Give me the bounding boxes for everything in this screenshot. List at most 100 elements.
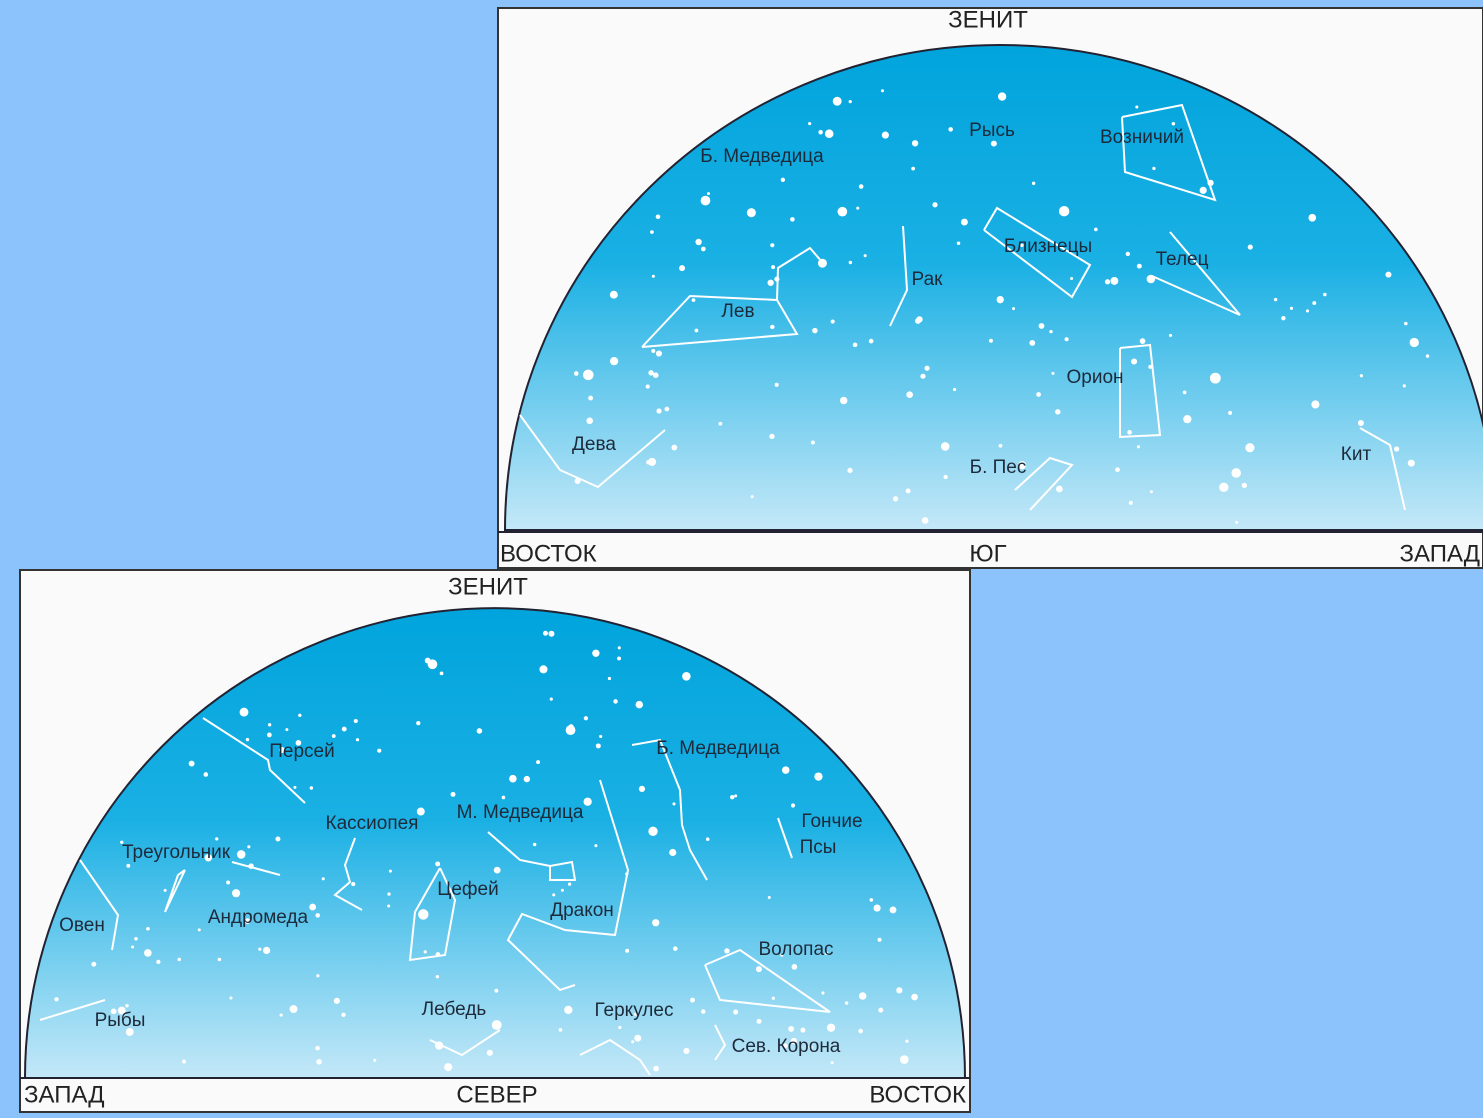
star [586,417,594,425]
star [655,214,661,220]
star [652,372,659,379]
star [1219,482,1229,492]
star [1241,482,1248,489]
constellation-label: Овен [59,915,105,936]
star [824,951,829,956]
star [188,760,195,767]
star [837,206,848,217]
star [1018,461,1027,470]
sky-dome [503,44,1483,531]
star [812,327,818,334]
star [858,1028,863,1034]
star [321,877,325,881]
star [309,786,314,790]
star [655,350,662,357]
star [1036,392,1041,397]
star [316,974,320,978]
star [906,391,913,399]
constellation-label: Персей [269,741,334,762]
star [1425,354,1430,358]
star [427,659,438,670]
star [275,836,281,842]
star [948,127,953,132]
star [110,1008,117,1015]
star [780,953,784,957]
star [387,904,391,908]
star [863,254,867,258]
star [1207,179,1214,187]
star [125,1028,134,1036]
star [1049,329,1053,334]
star [117,1006,126,1015]
star [204,854,213,862]
star [298,713,302,718]
star [560,888,564,892]
star [808,122,812,126]
star [573,371,579,376]
star [672,802,676,806]
star [788,1025,795,1032]
star [858,184,864,189]
star [592,649,600,657]
star [848,100,852,104]
star [1139,338,1146,344]
star [1055,409,1061,415]
star [423,950,427,954]
star [609,357,619,366]
star [826,1023,836,1032]
star [1135,105,1139,109]
star [387,892,391,896]
star [790,217,795,222]
constellation-label: Б. Медведица [700,146,824,167]
star [236,850,246,859]
star [651,274,655,278]
star [239,707,249,717]
star [650,230,654,234]
star [905,488,911,494]
star [549,697,553,701]
star [844,1001,849,1005]
star [315,913,321,918]
star [1136,445,1141,449]
constellation-label: Андромеда [208,907,309,928]
star [1199,186,1207,194]
star [690,997,695,1003]
star [1235,520,1239,524]
star [790,1037,798,1045]
star [790,803,796,808]
star [877,937,882,942]
constellation-label: Телец [1155,249,1208,270]
star [373,1058,377,1062]
star [177,957,182,962]
star [91,961,97,967]
star [435,974,440,979]
star [880,89,885,93]
star [588,395,594,401]
star [594,844,598,848]
star [476,728,483,734]
star [915,318,921,324]
direction-label: ЗАПАД [24,1081,105,1108]
star [248,863,254,869]
star [125,1004,129,1008]
star [1012,307,1016,311]
star [548,630,555,637]
star [1168,333,1173,338]
star [279,747,286,753]
star [648,826,658,837]
star [940,442,950,451]
star [607,676,612,681]
star [341,726,347,732]
star [1402,384,1406,388]
star [810,440,815,445]
star [351,882,356,887]
star [783,1043,788,1049]
star [217,957,222,962]
star [1051,371,1055,375]
star [609,290,618,299]
star [293,785,297,789]
constellation-label: Рыбы [95,1010,146,1031]
star [771,265,776,270]
star [952,387,957,392]
star [647,457,657,466]
